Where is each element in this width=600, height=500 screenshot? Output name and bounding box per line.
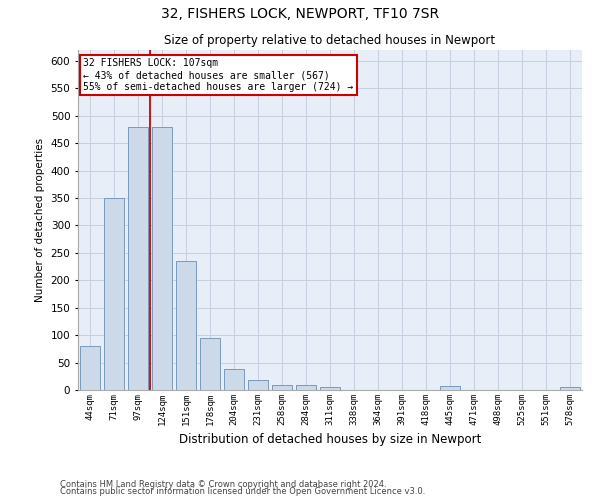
Text: Contains public sector information licensed under the Open Government Licence v3: Contains public sector information licen…: [60, 487, 425, 496]
Bar: [104, 198, 124, 390]
Text: 32, FISHERS LOCK, NEWPORT, TF10 7SR: 32, FISHERS LOCK, NEWPORT, TF10 7SR: [161, 8, 439, 22]
X-axis label: Distribution of detached houses by size in Newport: Distribution of detached houses by size …: [179, 434, 481, 446]
Bar: [224, 369, 244, 390]
Text: Contains HM Land Registry data © Crown copyright and database right 2024.: Contains HM Land Registry data © Crown c…: [60, 480, 386, 489]
Text: 32 FISHERS LOCK: 107sqm
← 43% of detached houses are smaller (567)
55% of semi-d: 32 FISHERS LOCK: 107sqm ← 43% of detache…: [83, 58, 353, 92]
Bar: [272, 384, 292, 390]
Bar: [200, 338, 220, 390]
Y-axis label: Number of detached properties: Number of detached properties: [35, 138, 45, 302]
Bar: [296, 384, 316, 390]
Bar: [320, 388, 340, 390]
Bar: [248, 380, 268, 390]
Bar: [440, 386, 460, 390]
Bar: [152, 127, 172, 390]
Bar: [80, 346, 100, 390]
Bar: [560, 388, 580, 390]
Title: Size of property relative to detached houses in Newport: Size of property relative to detached ho…: [164, 34, 496, 48]
Bar: [176, 261, 196, 390]
Bar: [128, 127, 148, 390]
